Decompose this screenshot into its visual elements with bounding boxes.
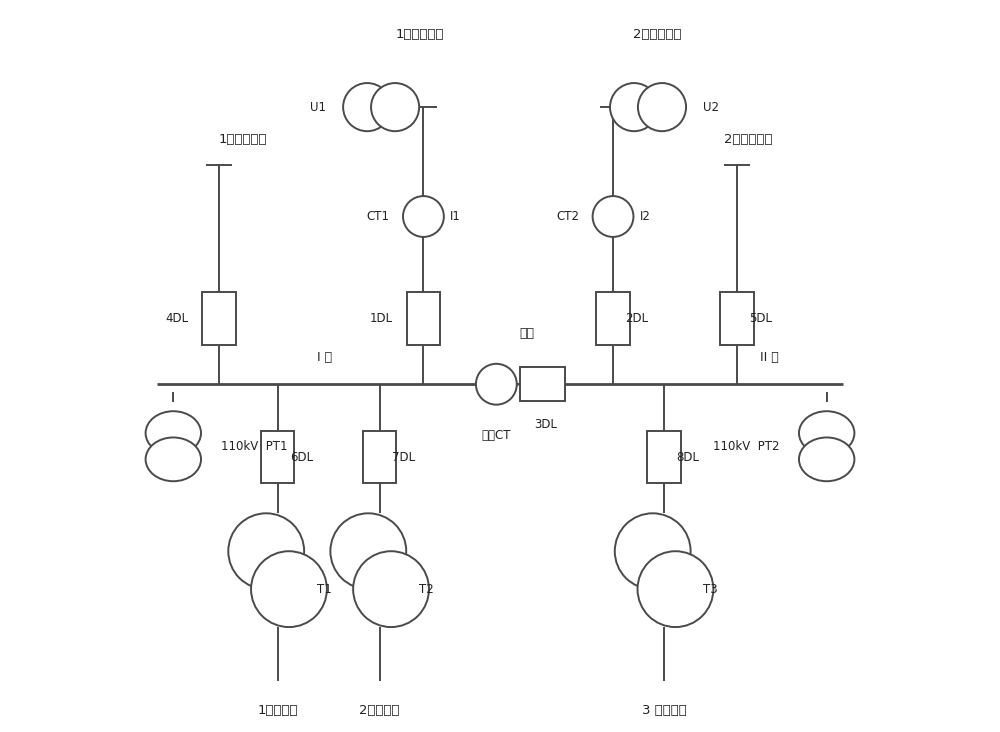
Text: 3 号变压器: 3 号变压器 bbox=[642, 703, 686, 717]
Bar bbox=[363, 431, 396, 483]
Circle shape bbox=[638, 83, 686, 131]
Circle shape bbox=[610, 83, 658, 131]
Text: 2号变压器: 2号变压器 bbox=[359, 703, 400, 717]
Text: 5DL: 5DL bbox=[749, 312, 772, 325]
Circle shape bbox=[371, 83, 419, 131]
Text: 1号电源支路: 1号电源支路 bbox=[396, 28, 444, 41]
Circle shape bbox=[615, 513, 691, 589]
Text: T3: T3 bbox=[703, 583, 718, 596]
Text: 110kV  PT1: 110kV PT1 bbox=[221, 440, 287, 452]
Bar bbox=[261, 431, 294, 483]
Text: 2DL: 2DL bbox=[625, 312, 648, 325]
Text: I2: I2 bbox=[640, 210, 651, 223]
Text: T2: T2 bbox=[419, 583, 433, 596]
Bar bbox=[720, 292, 754, 345]
Text: CT1: CT1 bbox=[367, 210, 390, 223]
Text: II 母: II 母 bbox=[760, 351, 779, 365]
Circle shape bbox=[593, 196, 633, 237]
Text: U1: U1 bbox=[310, 100, 326, 113]
Circle shape bbox=[330, 513, 406, 589]
Text: 2号出线支路: 2号出线支路 bbox=[724, 133, 772, 146]
Bar bbox=[202, 292, 236, 345]
Text: 1号出线支路: 1号出线支路 bbox=[218, 133, 267, 146]
Circle shape bbox=[403, 196, 444, 237]
Ellipse shape bbox=[799, 438, 854, 481]
Text: 2号电源支路: 2号电源支路 bbox=[633, 28, 681, 41]
Text: 6DL: 6DL bbox=[290, 451, 313, 463]
Ellipse shape bbox=[146, 438, 201, 481]
Text: I1: I1 bbox=[450, 210, 461, 223]
Text: 分段: 分段 bbox=[519, 326, 534, 340]
Text: 110kV  PT2: 110kV PT2 bbox=[713, 440, 779, 452]
Circle shape bbox=[353, 551, 429, 627]
Text: 4DL: 4DL bbox=[165, 312, 189, 325]
Text: 分段CT: 分段CT bbox=[482, 429, 511, 442]
Bar bbox=[520, 367, 565, 401]
Circle shape bbox=[251, 551, 327, 627]
Text: 8DL: 8DL bbox=[677, 451, 700, 463]
Ellipse shape bbox=[799, 411, 854, 455]
Bar bbox=[596, 292, 630, 345]
Circle shape bbox=[476, 364, 517, 405]
Text: 3DL: 3DL bbox=[534, 418, 557, 431]
Text: I 母: I 母 bbox=[317, 351, 333, 365]
Circle shape bbox=[228, 513, 304, 589]
Circle shape bbox=[638, 551, 713, 627]
Circle shape bbox=[343, 83, 391, 131]
Text: 1号变压器: 1号变压器 bbox=[257, 703, 298, 717]
Ellipse shape bbox=[146, 411, 201, 455]
Text: CT2: CT2 bbox=[556, 210, 579, 223]
Bar bbox=[407, 292, 440, 345]
Text: 1DL: 1DL bbox=[370, 312, 393, 325]
Text: T1: T1 bbox=[317, 583, 331, 596]
Text: 7DL: 7DL bbox=[392, 451, 415, 463]
Bar bbox=[647, 431, 681, 483]
Text: U2: U2 bbox=[703, 100, 719, 113]
